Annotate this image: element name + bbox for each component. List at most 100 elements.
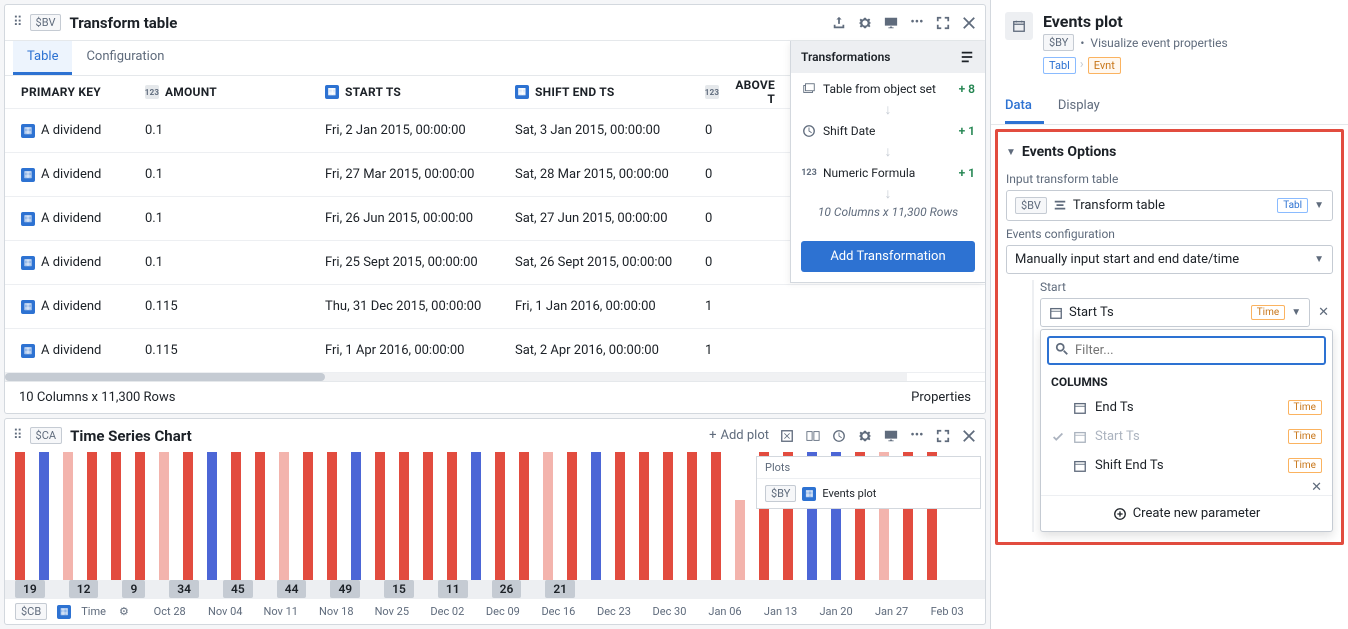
col-header-amount[interactable]: AMOUNT xyxy=(165,85,217,99)
input-transform-select[interactable]: $BV Transform table Tabl ▼ xyxy=(1006,190,1333,221)
plot-row[interactable]: $BY ▦ Events plot xyxy=(757,479,980,508)
axis-tick: Jan 20 xyxy=(808,605,864,618)
close-icon[interactable] xyxy=(961,428,977,444)
chart-bar xyxy=(735,500,745,580)
tab-data[interactable]: Data xyxy=(1005,90,1044,124)
chart-bar xyxy=(159,452,169,580)
create-parameter-button[interactable]: Create new parameter xyxy=(1041,495,1332,531)
axis-tick: Jan 27 xyxy=(864,605,920,618)
present-icon[interactable] xyxy=(883,428,899,444)
events-config-select[interactable]: Manually input start and end date/time ▼ xyxy=(1006,245,1333,274)
chart-bar xyxy=(639,452,649,580)
more-icon[interactable]: ••• xyxy=(909,15,925,31)
transformations-panel: Transformations Table from object set+ 8… xyxy=(790,41,985,283)
chart-label: 44 xyxy=(277,580,307,598)
chart-bar xyxy=(615,452,625,580)
chart-bar xyxy=(663,452,673,580)
chart-bar xyxy=(519,452,529,580)
gear-icon[interactable] xyxy=(857,428,873,444)
column-option[interactable]: Start TsTime xyxy=(1041,422,1332,451)
close-icon[interactable] xyxy=(961,15,977,31)
section-title: Events Options xyxy=(1022,144,1116,160)
chart-bar xyxy=(255,452,265,580)
tab-table[interactable]: Table xyxy=(13,41,72,75)
present-icon[interactable] xyxy=(883,15,899,31)
tab-display[interactable]: Display xyxy=(1058,90,1112,124)
input-transform-label: Input transform table xyxy=(1006,172,1333,186)
chart-bar xyxy=(87,452,97,580)
calendar-icon: ▦ xyxy=(21,168,35,182)
calendar-icon: ▦ xyxy=(21,124,35,138)
start-column-select[interactable]: Start Ts Time ▼ xyxy=(1040,298,1310,327)
search-icon xyxy=(1055,342,1069,360)
breadcrumb-table[interactable]: Tabl xyxy=(1043,57,1076,74)
add-transformation-button[interactable]: Add Transformation xyxy=(801,241,975,272)
chart-bar xyxy=(207,452,217,580)
split-icon[interactable] xyxy=(805,428,821,444)
side-title: Events plot xyxy=(1043,12,1334,31)
chart-label: 45 xyxy=(223,580,253,598)
horizontal-scrollbar[interactable] xyxy=(5,373,907,381)
chevron-down-icon: ▼ xyxy=(1314,254,1324,265)
clear-button[interactable]: ✕ xyxy=(1307,480,1326,495)
transformation-step[interactable]: 123Numeric Formula+ 1 xyxy=(791,157,985,189)
more-icon[interactable]: ••• xyxy=(909,428,925,444)
panel-title: Transform table xyxy=(69,14,823,32)
chevron-down-icon: ▼ xyxy=(1314,200,1324,211)
chart-bar xyxy=(231,452,241,580)
chart-label: 9 xyxy=(122,580,145,598)
chart-bar xyxy=(375,452,385,580)
properties-link[interactable]: Properties xyxy=(911,390,971,405)
calendar-icon: ▦ xyxy=(57,605,71,619)
axis-tick: Jan 13 xyxy=(753,605,809,618)
export-icon[interactable] xyxy=(831,15,847,31)
table-row[interactable]: ▦A dividend 0.115 Thu, 31 Dec 2015, 00:0… xyxy=(5,285,985,329)
chart-label: 21 xyxy=(545,580,575,598)
flyout-dimensions: 10 Columns x 11,300 Rows xyxy=(791,199,985,231)
col-header-pk[interactable]: PRIMARY KEY xyxy=(21,85,101,99)
collapse-icon[interactable] xyxy=(959,49,975,65)
chart-bar xyxy=(591,452,601,580)
transformation-step[interactable]: Shift Date+ 1 xyxy=(791,115,985,147)
chart-bar xyxy=(351,452,361,580)
events-config-label: Events configuration xyxy=(1006,227,1333,241)
column-option[interactable]: Shift End TsTime xyxy=(1041,451,1332,480)
maximize-icon[interactable] xyxy=(935,15,951,31)
tab-configuration[interactable]: Configuration xyxy=(72,41,178,75)
drag-handle-icon[interactable]: ⠿ xyxy=(13,15,22,30)
chart-bar xyxy=(447,452,457,580)
chart-label: 11 xyxy=(438,580,468,598)
chart-bar xyxy=(135,452,145,580)
col-header-end[interactable]: SHIFT END TS xyxy=(535,85,614,99)
maximize-icon[interactable] xyxy=(935,428,951,444)
chart-bar xyxy=(63,452,73,580)
chart-label: 34 xyxy=(169,580,199,598)
column-dropdown: COLUMNS End TsTimeStart TsTimeShift End … xyxy=(1040,329,1333,532)
chevron-down-icon[interactable]: ▼ xyxy=(1006,147,1016,158)
drag-handle-icon[interactable]: ⠿ xyxy=(13,428,22,443)
calendar-icon: ▦ xyxy=(802,487,816,501)
table-row[interactable]: ▦A dividend 0.115 Fri, 1 Apr 2016, 00:00… xyxy=(5,329,985,373)
gear-icon[interactable]: ⚙ xyxy=(116,604,132,620)
chart-bar xyxy=(39,452,49,580)
calendar-icon: ▦ xyxy=(21,212,35,226)
axis-var-chip: $CB xyxy=(15,603,47,620)
chart-bar xyxy=(567,452,577,580)
fit-icon[interactable] xyxy=(779,428,795,444)
events-options-section: ▼ Events Options Input transform table $… xyxy=(995,129,1344,545)
chart-label: 26 xyxy=(492,580,522,598)
column-option[interactable]: End TsTime xyxy=(1041,393,1332,422)
col-header-above[interactable]: ABOVE T xyxy=(725,78,775,106)
col-header-start[interactable]: START TS xyxy=(345,85,401,99)
transformation-step[interactable]: Table from object set+ 8 xyxy=(791,73,985,105)
clock-icon[interactable] xyxy=(831,428,847,444)
gear-icon[interactable] xyxy=(857,15,873,31)
add-plot-button[interactable]: + Add plot xyxy=(709,428,769,443)
clear-start-button[interactable]: ✕ xyxy=(1314,305,1333,320)
plots-panel: Plots $BY ▦ Events plot xyxy=(756,456,981,509)
chart-bar xyxy=(495,452,505,580)
plots-panel-header: Plots xyxy=(757,457,980,479)
axis-tick: Dec 30 xyxy=(642,605,698,618)
filter-input[interactable] xyxy=(1047,336,1326,365)
breadcrumb-event[interactable]: Evnt xyxy=(1088,57,1121,74)
